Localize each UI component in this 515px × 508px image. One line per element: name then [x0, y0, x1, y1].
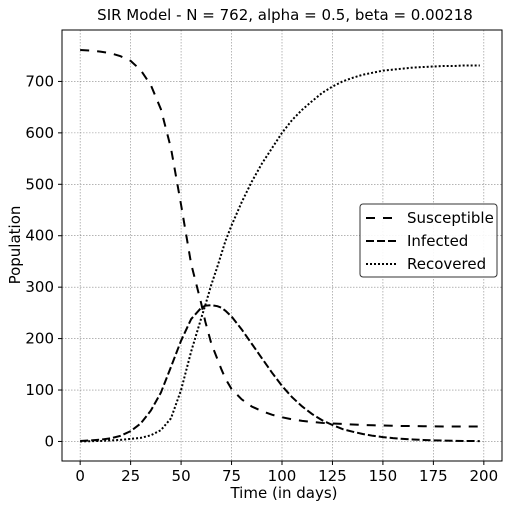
- x-tick-label-1: 25: [121, 467, 140, 485]
- grid: [62, 30, 502, 461]
- y-axis-label: Population: [6, 206, 24, 285]
- x-axis-label: Time (in days): [229, 484, 337, 502]
- legend-label-susceptible: Susceptible: [407, 209, 494, 227]
- legend: Susceptible Infected Recovered: [359, 203, 498, 278]
- y-tick-label-1: 100: [25, 381, 54, 399]
- series-line-recovered: [80, 64, 480, 443]
- x-tick-label-3: 75: [222, 467, 241, 485]
- y-tick-label-3: 300: [25, 278, 54, 296]
- series-line-susceptible: [80, 49, 480, 428]
- x-tick-label-2: 50: [172, 467, 191, 485]
- legend-label-recovered: Recovered: [407, 255, 486, 273]
- x-tick-label-7: 175: [419, 467, 448, 485]
- series-line-infected: [80, 304, 480, 443]
- x-tick-label-4: 100: [268, 467, 297, 485]
- y-tick-label-2: 200: [25, 330, 54, 348]
- series-lines: [80, 49, 480, 443]
- legend-label-infected: Infected: [407, 232, 468, 250]
- legend-box: [359, 203, 498, 278]
- y-tick-label-4: 400: [25, 227, 54, 245]
- x-tick-label-0: 0: [75, 467, 85, 485]
- axis-ticks: 0 25 50 75 100 125 150 175 200 0 100 200 300 400 500 60…: [25, 72, 498, 485]
- x-tick-label-5: 125: [318, 467, 347, 485]
- x-tick-label-8: 200: [470, 467, 499, 485]
- x-tick-label-6: 150: [369, 467, 398, 485]
- y-tick-label-6: 600: [25, 124, 54, 142]
- y-tick-label-7: 700: [25, 72, 54, 90]
- y-tick-label-0: 0: [44, 432, 54, 450]
- y-tick-label-5: 500: [25, 175, 54, 193]
- chart-title: SIR Model - N = 762, alpha = 0.5, beta =…: [97, 6, 473, 24]
